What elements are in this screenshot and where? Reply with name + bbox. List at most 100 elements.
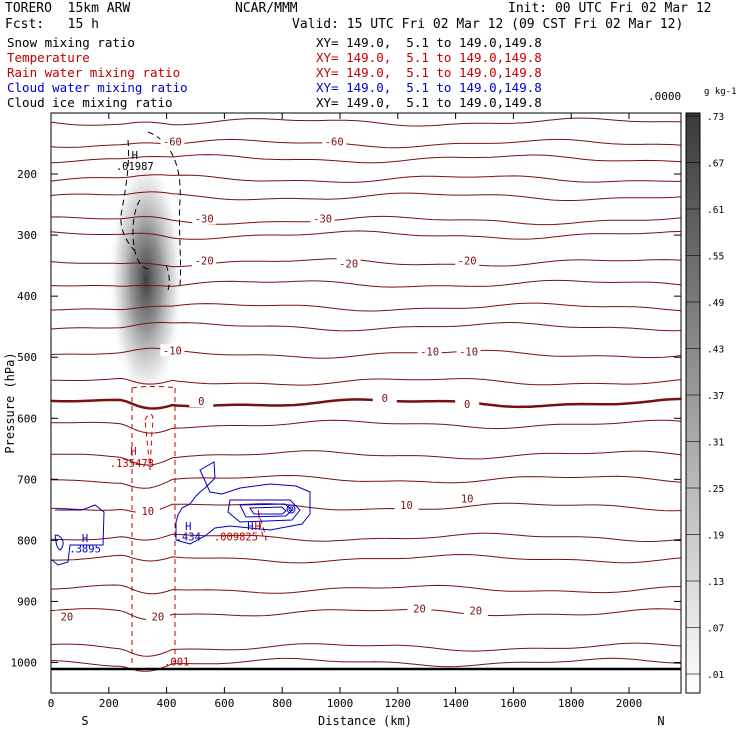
x-tick-label: 200 (99, 697, 119, 710)
field-cross-section-coords: XY= 149.0, 5.1 to 149.0,149.8 (316, 95, 542, 110)
temperature-isotherms (51, 117, 681, 672)
cloud-water-contours (51, 461, 311, 566)
isotherm (51, 584, 681, 595)
temperature-contour-label: 20 (61, 612, 74, 624)
temperature-contour-label: 10 (461, 494, 474, 506)
x-tick-label: 0 (48, 697, 55, 710)
temperature-contour-label: -30 (195, 213, 214, 225)
isotherm (51, 347, 681, 359)
temperature-contour-label: 0 (464, 399, 470, 411)
isotherm (51, 419, 681, 434)
x-axis-right-end: N (657, 714, 664, 728)
x-tick-label: 400 (157, 697, 177, 710)
colorbar-top-label: .0000 (648, 90, 681, 103)
y-tick-label: 300 (17, 229, 37, 242)
init-time: Init: 00 UTC Fri 02 Mar 12 (508, 1, 712, 16)
maximum-label: H (130, 446, 136, 458)
colorbar-tick-label: .55 (707, 252, 724, 263)
x-tick-label: 1400 (442, 697, 469, 710)
temperature-contour-label: 0 (382, 393, 388, 405)
isotherm (51, 230, 681, 240)
isotherm (51, 377, 681, 386)
forecast-hour: Fcst: 15 h (5, 17, 99, 32)
isotherm (51, 215, 681, 226)
isotherm (51, 553, 681, 564)
colorbar-tick-label: .25 (707, 484, 724, 495)
field-cross-section-coords: XY= 149.0, 5.1 to 149.0,149.8 (316, 50, 542, 65)
temperature-contour-label: -20 (458, 256, 477, 268)
x-axis: 0 200 400 600 800 1000 1200 1400 1600 1800 2000 (48, 113, 643, 710)
maximum-label: .01987 (116, 161, 154, 173)
temperature-contour-label: -20 (339, 259, 358, 271)
maximum-label: H (247, 521, 253, 533)
x-tick-label: 1600 (500, 697, 527, 710)
field-name: Cloud water mixing ratio (7, 80, 188, 95)
field-name: Rain water mixing ratio (7, 65, 181, 80)
temperature-contour-label: -10 (420, 347, 439, 359)
isotherm (51, 450, 681, 466)
temperature-contour-label: -30 (313, 213, 332, 225)
colorbar-tick-label: .61 (707, 205, 724, 216)
x-tick-label: 600 (214, 697, 234, 710)
field-cross-section-coords: XY= 149.0, 5.1 to 149.0,149.8 (316, 80, 542, 95)
maximum-label: .3895 (69, 544, 101, 556)
center-label: NCAR/MMM (235, 1, 298, 16)
maximum-label: H (185, 521, 191, 533)
isotherm (51, 608, 681, 621)
x-tick-label: 2000 (616, 697, 643, 710)
x-tick-label: 1800 (558, 697, 585, 710)
maximum-label: .001 (164, 657, 189, 669)
colorbar-tick-label: .07 (707, 624, 724, 635)
colorbar: .01.07.13.19.25.31.37.43.49.55.61.67.73 … (685, 87, 737, 694)
isotherm (51, 154, 681, 164)
temperature-contour-label: -10 (163, 345, 182, 357)
temperature-contour-label: -20 (195, 256, 214, 268)
snow-plume (108, 167, 184, 417)
x-tick-label: 800 (272, 697, 292, 710)
x-axis-label: Distance (km) (318, 714, 412, 728)
isotherm (51, 397, 681, 410)
valid-time: Valid: 15 UTC Fri 02 Mar 12 (09 CST Fri … (292, 17, 684, 32)
isotherm (51, 532, 681, 542)
maximum-label: .434 (176, 531, 201, 543)
model-title: TORERO 15km ARW (5, 1, 131, 16)
y-axis-label: Pressure (hPa) (3, 352, 17, 453)
y-tick-label: 900 (17, 595, 37, 608)
maximum-label: H (132, 150, 138, 162)
field-cross-section-coords: XY= 149.0, 5.1 to 149.0,149.8 (316, 65, 542, 80)
temperature-contour-label: 10 (141, 506, 154, 518)
x-tick-label: 1200 (385, 697, 412, 710)
colorbar-unit: g kg-1 (704, 87, 737, 97)
y-tick-label: 800 (17, 534, 37, 547)
colorbar-tick-label: .73 (707, 112, 724, 123)
x-axis-left-end: S (81, 714, 88, 728)
maximum-label: H (254, 521, 260, 533)
field-name: Snow mixing ratio (7, 35, 135, 50)
temperature-contour-label: 20 (469, 605, 482, 617)
y-tick-label: 400 (17, 290, 37, 303)
field-cross-section-coords: XY= 149.0, 5.1 to 149.0,149.8 (316, 35, 542, 50)
field-name: Temperature (7, 50, 90, 65)
y-tick-label: 500 (17, 351, 37, 364)
temperature-contour-label: 20 (413, 604, 426, 616)
isotherm (51, 321, 681, 332)
colorbar-tick-label: .67 (707, 159, 724, 170)
temperature-contour-label: -10 (459, 347, 478, 359)
maximum-label: .135473 (110, 458, 154, 470)
colorbar-tick-label: .13 (707, 577, 724, 588)
y-tick-label: 200 (17, 168, 37, 181)
field-name: Cloud ice mixing ratio (7, 95, 173, 110)
temperature-contour-label: 0 (198, 396, 204, 408)
isotherm (51, 174, 681, 183)
isotherm (51, 474, 681, 489)
maximum-label: H (82, 533, 88, 545)
temperature-contour-label: 10 (400, 500, 413, 512)
colorbar-tick-label: .19 (707, 531, 724, 542)
isotherm (51, 138, 681, 149)
rain-contours (131, 386, 267, 665)
colorbar-tick-label: .49 (707, 298, 724, 309)
y-tick-label: 700 (17, 473, 37, 486)
plot-frame (50, 112, 682, 694)
